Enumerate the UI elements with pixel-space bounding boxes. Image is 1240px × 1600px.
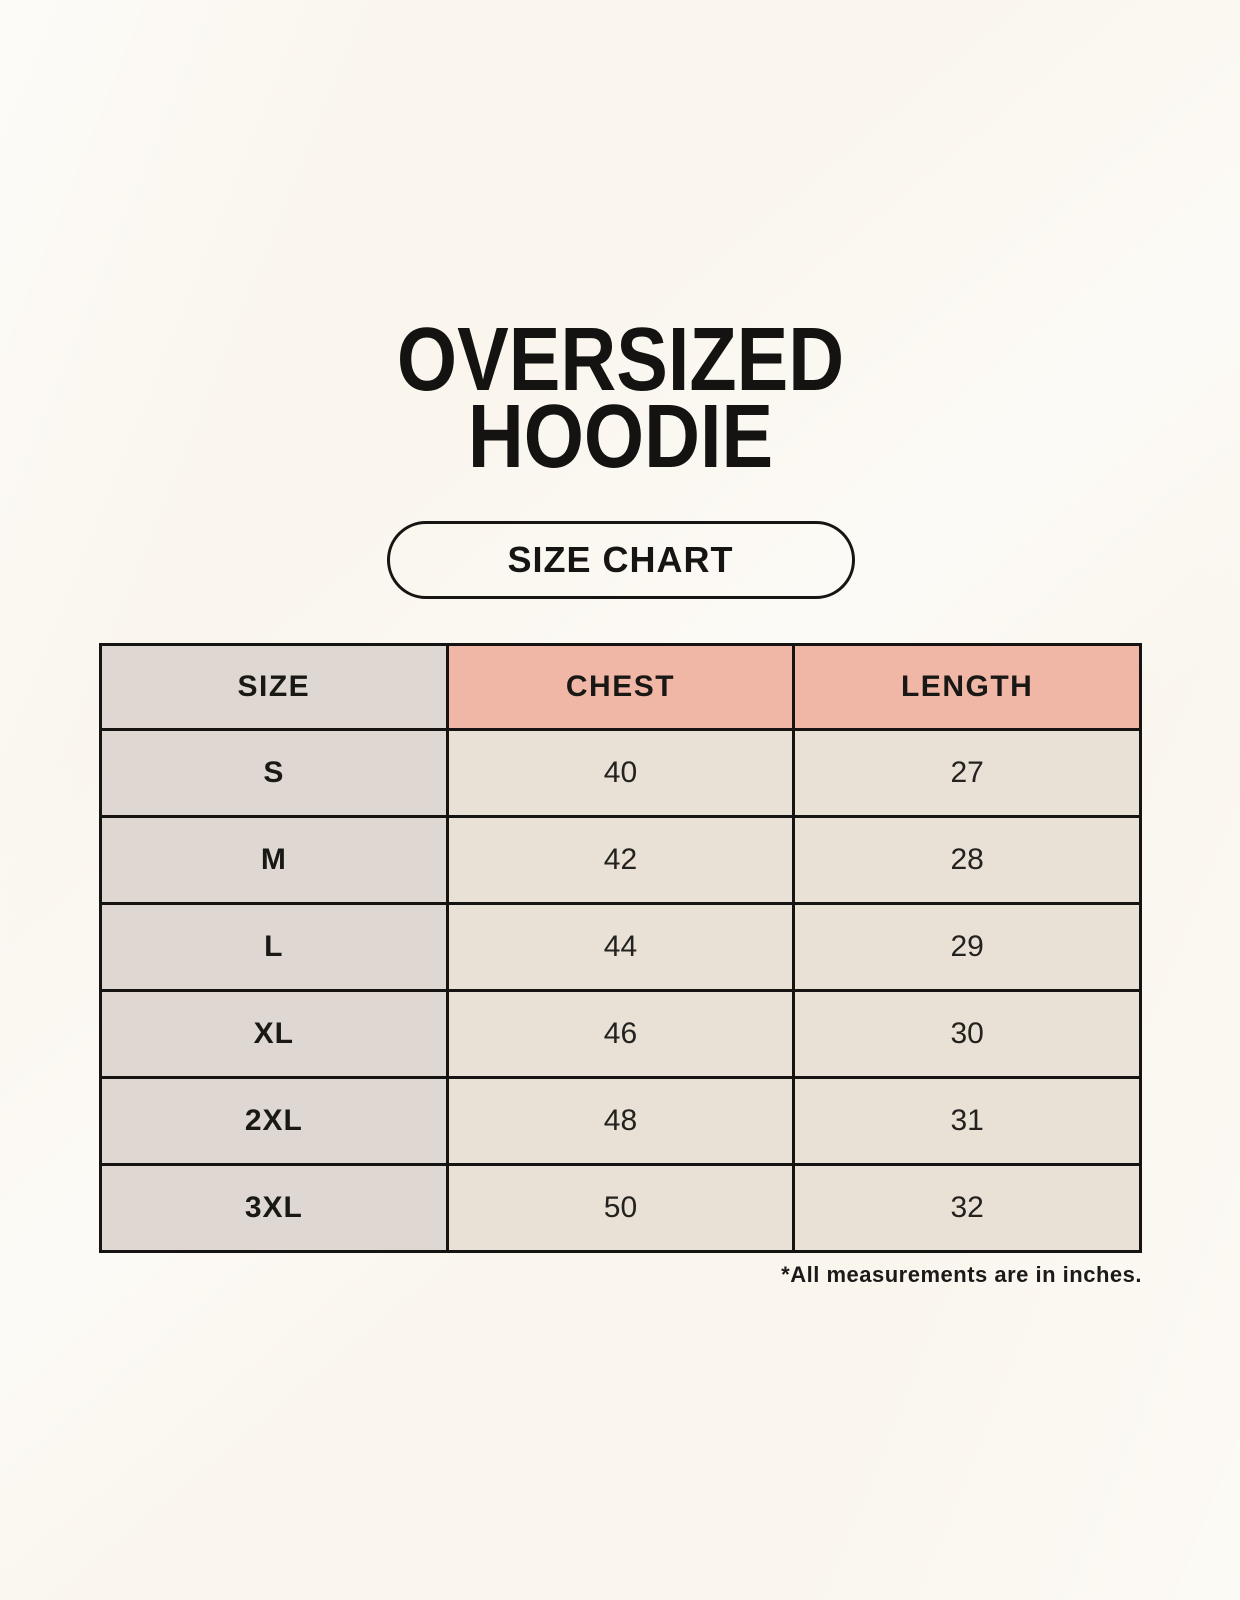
size-label-cell: 3XL bbox=[99, 1163, 449, 1253]
size-label-cell: M bbox=[99, 815, 449, 905]
length-value-cell: 29 bbox=[792, 902, 1142, 992]
size-table-header: SIZE CHEST LENGTH bbox=[99, 643, 1142, 731]
column-header-size: SIZE bbox=[99, 643, 449, 731]
table-row: 3XL 50 32 bbox=[99, 1163, 1142, 1253]
size-label-cell: 2XL bbox=[99, 1076, 449, 1166]
length-value-cell: 30 bbox=[792, 989, 1142, 1079]
length-value-cell: 31 bbox=[792, 1076, 1142, 1166]
length-value-cell: 27 bbox=[792, 728, 1142, 818]
size-label-cell: XL bbox=[99, 989, 449, 1079]
size-chart-graphic: OVERSIZED HOODIE SIZE CHART SIZE CHEST LEN… bbox=[99, 0, 1142, 1288]
table-row: 2XL 48 31 bbox=[99, 1076, 1142, 1166]
size-label-cell: L bbox=[99, 902, 449, 992]
table-row: XL 46 30 bbox=[99, 989, 1142, 1079]
table-row: L 44 29 bbox=[99, 902, 1142, 992]
length-value-cell: 32 bbox=[792, 1163, 1142, 1253]
chest-value-cell: 40 bbox=[445, 728, 796, 818]
product-title-line1: OVERSIZED bbox=[396, 310, 845, 410]
size-label-cell: S bbox=[99, 728, 449, 818]
header-row: SIZE CHEST LENGTH bbox=[99, 643, 1142, 731]
table-row: M 42 28 bbox=[99, 815, 1142, 905]
chest-value-cell: 46 bbox=[445, 989, 796, 1079]
table-row: S 40 27 bbox=[99, 728, 1142, 818]
measurements-footnote: *All measurements are in inches. bbox=[781, 1262, 1142, 1287]
chest-value-cell: 48 bbox=[445, 1076, 796, 1166]
length-value-cell: 28 bbox=[792, 815, 1142, 905]
size-chart-button[interactable]: SIZE CHART bbox=[386, 521, 855, 599]
size-table-body: S 40 27 M 42 28 L 44 29 XL 46 30 2XL 48 31 3XL 50 32 bbox=[99, 728, 1142, 1253]
product-title-line2: HOODIE bbox=[467, 387, 774, 487]
chest-value-cell: 42 bbox=[445, 815, 796, 905]
chest-value-cell: 44 bbox=[445, 902, 796, 992]
column-header-chest: CHEST bbox=[445, 643, 796, 731]
size-table: SIZE CHEST LENGTH S 40 27 M 42 28 L 44 29 XL 46 30 2XL… bbox=[99, 643, 1142, 1253]
size-chart-button-wrap: SIZE CHART bbox=[99, 521, 1142, 599]
column-header-length: LENGTH bbox=[792, 643, 1142, 731]
chest-value-cell: 50 bbox=[445, 1163, 796, 1253]
product-title: OVERSIZED HOODIE bbox=[172, 0, 1069, 482]
